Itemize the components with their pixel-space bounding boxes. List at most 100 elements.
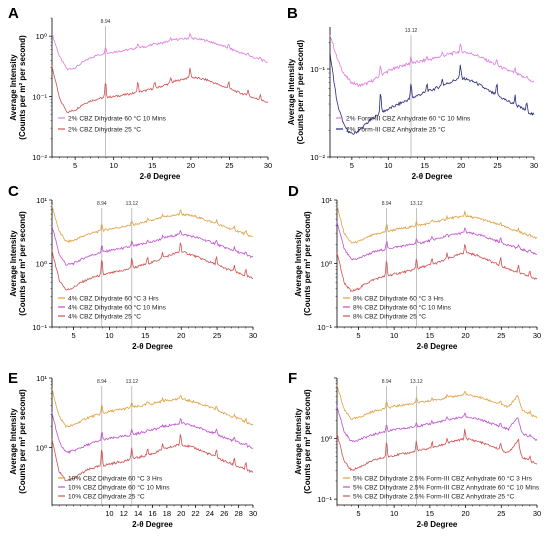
y-axis-title: Average Intensity bbox=[294, 408, 303, 475]
y-tick-label: 10¹ bbox=[36, 374, 47, 383]
annotation-label: 8.94 bbox=[101, 19, 111, 25]
legend-label: 10% CBZ Dihydrate 60 °C 3 Hrs bbox=[68, 474, 163, 482]
series-line bbox=[51, 242, 254, 291]
y-axis-subtitle: (Counts per m² per second) bbox=[303, 389, 312, 494]
x-axis-title: 2-θ Degree bbox=[417, 342, 458, 351]
series-line bbox=[336, 221, 538, 261]
y-tick-label: 10⁻¹ bbox=[317, 495, 332, 504]
y-axis-subtitle: (Counts per m² per second) bbox=[18, 35, 27, 140]
x-tick-label: 28 bbox=[234, 509, 242, 518]
legend-label: 2% CBZ Dihydrate 60 °C 10 Mins bbox=[68, 114, 167, 122]
annotation-label: 8.94 bbox=[97, 379, 107, 385]
x-tick-label: 5 bbox=[73, 161, 77, 170]
x-tick-label: 15 bbox=[148, 161, 156, 170]
panel-label: C bbox=[8, 183, 19, 200]
x-axis-title: 2-θ Degree bbox=[417, 520, 458, 529]
x-tick-label: 20 bbox=[461, 331, 469, 340]
x-tick-label: 5 bbox=[350, 161, 354, 170]
series-line bbox=[336, 205, 538, 244]
panel-label: B bbox=[287, 5, 298, 22]
legend-label: 5% CBZ Dihydrate 2.5% Form-III CBZ Anhyd… bbox=[353, 483, 540, 491]
x-tick-label: 20 bbox=[461, 509, 469, 518]
legend-label: 2% CBZ Dihydrate 25 °C bbox=[68, 125, 141, 133]
annotation-label: 13.12 bbox=[410, 379, 423, 385]
annotation-label: 13.12 bbox=[405, 28, 418, 34]
annotation-label: 13.12 bbox=[126, 379, 139, 385]
x-tick-label: 22 bbox=[191, 509, 199, 518]
y-tick-label: 10⁰ bbox=[36, 444, 47, 453]
x-axis-title: 2-θ Degree bbox=[140, 172, 181, 181]
legend-label: 4% CBZ Dihydrate 60 °C 3 Hrs bbox=[68, 294, 159, 302]
x-tick-label: 26 bbox=[220, 509, 228, 518]
x-tick-label: 15 bbox=[426, 509, 434, 518]
series-line bbox=[329, 34, 535, 88]
series-line bbox=[51, 205, 254, 244]
panel-D: D 5 10 15 20 25 30 10⁻¹ 10⁰ 10¹ 8.94 13.12 8% CBZ Di… bbox=[288, 183, 541, 351]
x-tick-label: 30 bbox=[533, 331, 541, 340]
legend-label: 5% CBZ Dihydrate 2.5% Form-III CBZ Anhyd… bbox=[353, 474, 533, 482]
panel-label: D bbox=[288, 183, 299, 200]
legend-label: 8% CBZ Dihydrate 60 °C 3 Hrs bbox=[353, 294, 444, 302]
x-tick-label: 30 bbox=[533, 509, 541, 518]
annotation-label: 8.94 bbox=[382, 201, 392, 207]
annotation-label: 8.94 bbox=[97, 201, 107, 207]
x-tick-label: 10 bbox=[384, 161, 392, 170]
y-axis-title: Average Intensity bbox=[9, 408, 18, 475]
x-axis-title: 2-θ Degree bbox=[132, 520, 173, 529]
x-tick-label: 10 bbox=[105, 331, 113, 340]
annotation-label: 8.94 bbox=[382, 379, 392, 385]
series-line bbox=[336, 384, 538, 420]
legend-label: 5% CBZ Dihydrate 2.5% Form-III CBZ Anhyd… bbox=[353, 492, 515, 500]
x-tick-label: 20 bbox=[177, 331, 185, 340]
x-tick-label: 18 bbox=[163, 509, 171, 518]
x-tick-label: 25 bbox=[497, 331, 505, 340]
x-tick-label: 25 bbox=[497, 509, 505, 518]
series-line bbox=[51, 412, 254, 455]
y-tick-label: 10¹ bbox=[36, 196, 47, 205]
y-tick-label: 10⁻² bbox=[310, 153, 325, 162]
y-tick-label: 10⁰ bbox=[321, 260, 332, 269]
y-tick-label: 10⁻¹ bbox=[317, 323, 332, 332]
panel-E: E 10 12 14 16 18 20 22 24 26 28 30 10⁰ 10¹ 8.94 13.12 10… bbox=[8, 370, 257, 529]
legend-label: 4% CBZ Dihydrate 60 °C 10 Mins bbox=[68, 303, 167, 311]
panel-label: A bbox=[8, 5, 19, 22]
panel-C: C 5 10 15 20 25 30 10⁻¹ 10⁰ 10¹ 8.94 13.12 4% CBZ Di… bbox=[8, 183, 257, 351]
x-axis-title: 2-θ Degree bbox=[412, 172, 453, 181]
y-tick-label: 10⁻¹ bbox=[32, 93, 47, 102]
series-line bbox=[329, 52, 535, 135]
series-line bbox=[336, 428, 538, 472]
y-axis-subtitle: (Counts per m² per second) bbox=[296, 39, 305, 144]
legend-label: 8% CBZ Dihydrate 60 °C 10 Mins bbox=[353, 303, 452, 311]
y-tick-label: 10¹ bbox=[321, 196, 332, 205]
x-tick-label: 10 bbox=[110, 161, 118, 170]
series-line bbox=[51, 32, 269, 71]
y-tick-label: 10⁰ bbox=[321, 435, 332, 444]
x-tick-label: 15 bbox=[141, 331, 149, 340]
x-tick-label: 5 bbox=[356, 331, 360, 340]
annotation-label: 13.12 bbox=[410, 201, 423, 207]
x-tick-label: 30 bbox=[264, 161, 272, 170]
x-tick-label: 10 bbox=[390, 331, 398, 340]
y-axis-subtitle: (Counts per m² per second) bbox=[303, 211, 312, 316]
x-axis-title: 2-θ Degree bbox=[132, 342, 173, 351]
series-line bbox=[51, 388, 254, 429]
panel-F: F 5 10 15 20 25 30 10⁻¹ 10⁰ 8.94 13.12 5% CBZ Dihyd… bbox=[288, 370, 541, 529]
x-tick-label: 24 bbox=[206, 509, 214, 518]
series-line bbox=[51, 225, 254, 266]
panel-label: F bbox=[288, 370, 297, 387]
x-tick-label: 15 bbox=[426, 331, 434, 340]
series-line bbox=[336, 244, 538, 293]
y-tick-label: 10⁻¹ bbox=[310, 65, 325, 74]
x-tick-label: 10 bbox=[105, 509, 113, 518]
legend-label: 8% CBZ Dihydrate 25 °C bbox=[353, 312, 426, 320]
y-axis-title: Average Intensity bbox=[9, 54, 18, 121]
legend-label: 10% CBZ Dihydrate 25 °C bbox=[68, 492, 145, 500]
x-tick-label: 20 bbox=[457, 161, 465, 170]
legend-label: 4% CBZ Dihydrate 25 °C bbox=[68, 312, 141, 320]
x-tick-label: 5 bbox=[71, 331, 75, 340]
x-tick-label: 30 bbox=[249, 331, 257, 340]
y-axis-title: Average Intensity bbox=[9, 230, 18, 297]
series-line bbox=[51, 434, 254, 482]
y-tick-label: 10⁰ bbox=[36, 32, 47, 41]
x-tick-label: 25 bbox=[493, 161, 501, 170]
